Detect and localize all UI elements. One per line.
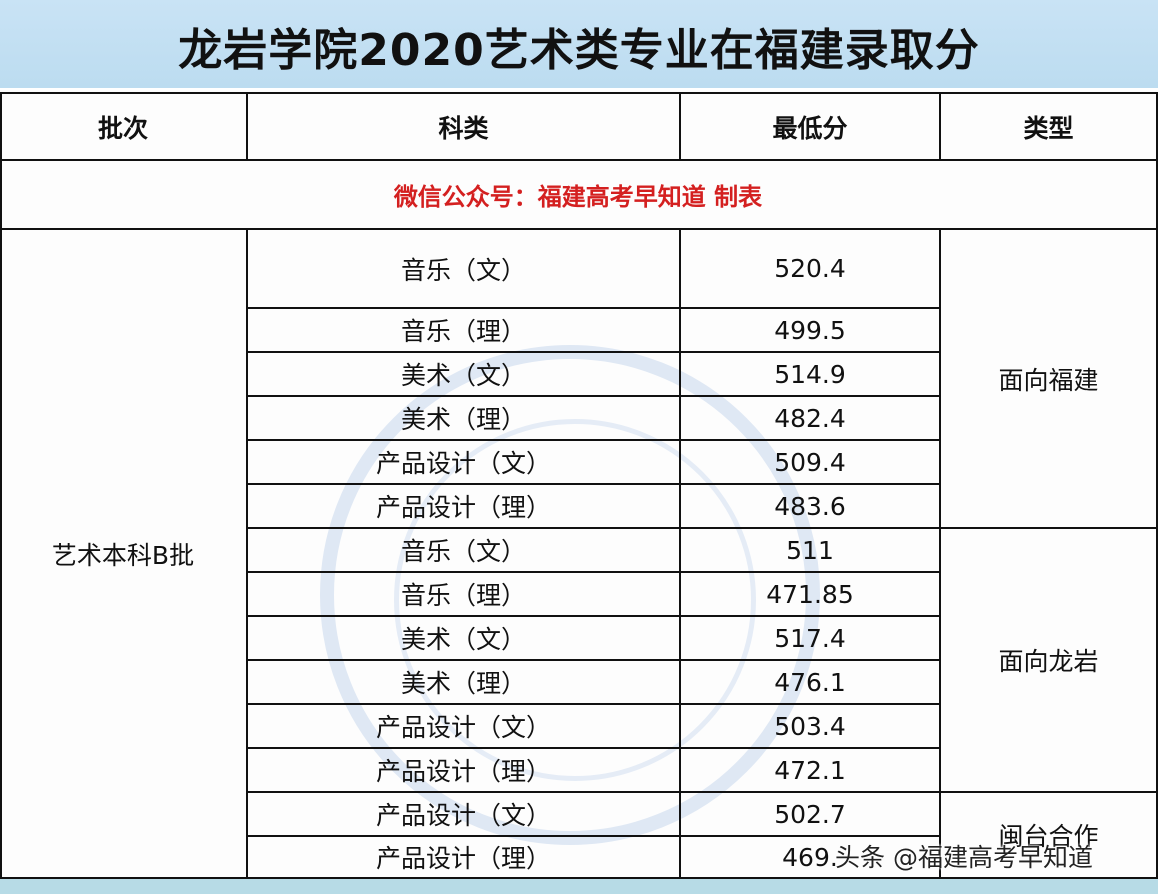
subject-cell: 产品设计（文） xyxy=(248,793,681,837)
score-cell: 471.85 xyxy=(681,573,941,617)
subject-cell: 音乐（理） xyxy=(248,309,681,353)
score-cell: 472.1 xyxy=(681,749,941,793)
score-cell: 511 xyxy=(681,529,941,573)
header-batch: 批次 xyxy=(0,94,248,161)
type-cell: 闽台合作 xyxy=(941,793,1158,879)
type-cell: 面向龙岩 xyxy=(941,529,1158,793)
header-min-score: 最低分 xyxy=(681,94,941,161)
subject-cell: 产品设计（理） xyxy=(248,485,681,529)
subject-cell: 音乐（文） xyxy=(248,529,681,573)
subject-cell: 美术（理） xyxy=(248,661,681,705)
header-type: 类型 xyxy=(941,94,1158,161)
score-cell: 476.1 xyxy=(681,661,941,705)
table-left-border xyxy=(0,92,2,879)
batch-cell: 艺术本科B批 xyxy=(0,230,248,879)
score-cell: 469. xyxy=(681,837,941,879)
subject-cell: 产品设计（理） xyxy=(248,837,681,879)
title-band: 龙岩学院2020艺术类专业在福建录取分 xyxy=(0,0,1158,91)
score-cell: 483.6 xyxy=(681,485,941,529)
page-title: 龙岩学院2020艺术类专业在福建录取分 xyxy=(178,25,980,76)
subject-cell: 音乐（文） xyxy=(248,230,681,309)
score-cell: 514.9 xyxy=(681,353,941,397)
toutiao-watermark: 头条 @福建高考早知道 xyxy=(835,843,1093,872)
score-cell: 499.5 xyxy=(681,309,941,353)
note-row: 微信公众号：福建高考早知道 制表 xyxy=(0,161,1158,230)
subject-cell: 产品设计（理） xyxy=(248,749,681,793)
type-cell: 面向福建 xyxy=(941,230,1158,529)
score-cell: 503.4 xyxy=(681,705,941,749)
subject-cell: 产品设计（文） xyxy=(248,441,681,485)
subject-cell: 美术（理） xyxy=(248,397,681,441)
score-cell: 502.7 xyxy=(681,793,941,837)
table-top-border xyxy=(0,92,1158,94)
subject-cell: 美术（文） xyxy=(248,617,681,661)
score-cell: 482.4 xyxy=(681,397,941,441)
subject-cell: 产品设计（文） xyxy=(248,705,681,749)
bottom-band xyxy=(0,879,1158,894)
score-cell: 520.4 xyxy=(681,230,941,309)
score-cell: 517.4 xyxy=(681,617,941,661)
header-subject: 科类 xyxy=(248,94,681,161)
score-cell: 509.4 xyxy=(681,441,941,485)
subject-cell: 音乐（理） xyxy=(248,573,681,617)
subject-cell: 美术（文） xyxy=(248,353,681,397)
